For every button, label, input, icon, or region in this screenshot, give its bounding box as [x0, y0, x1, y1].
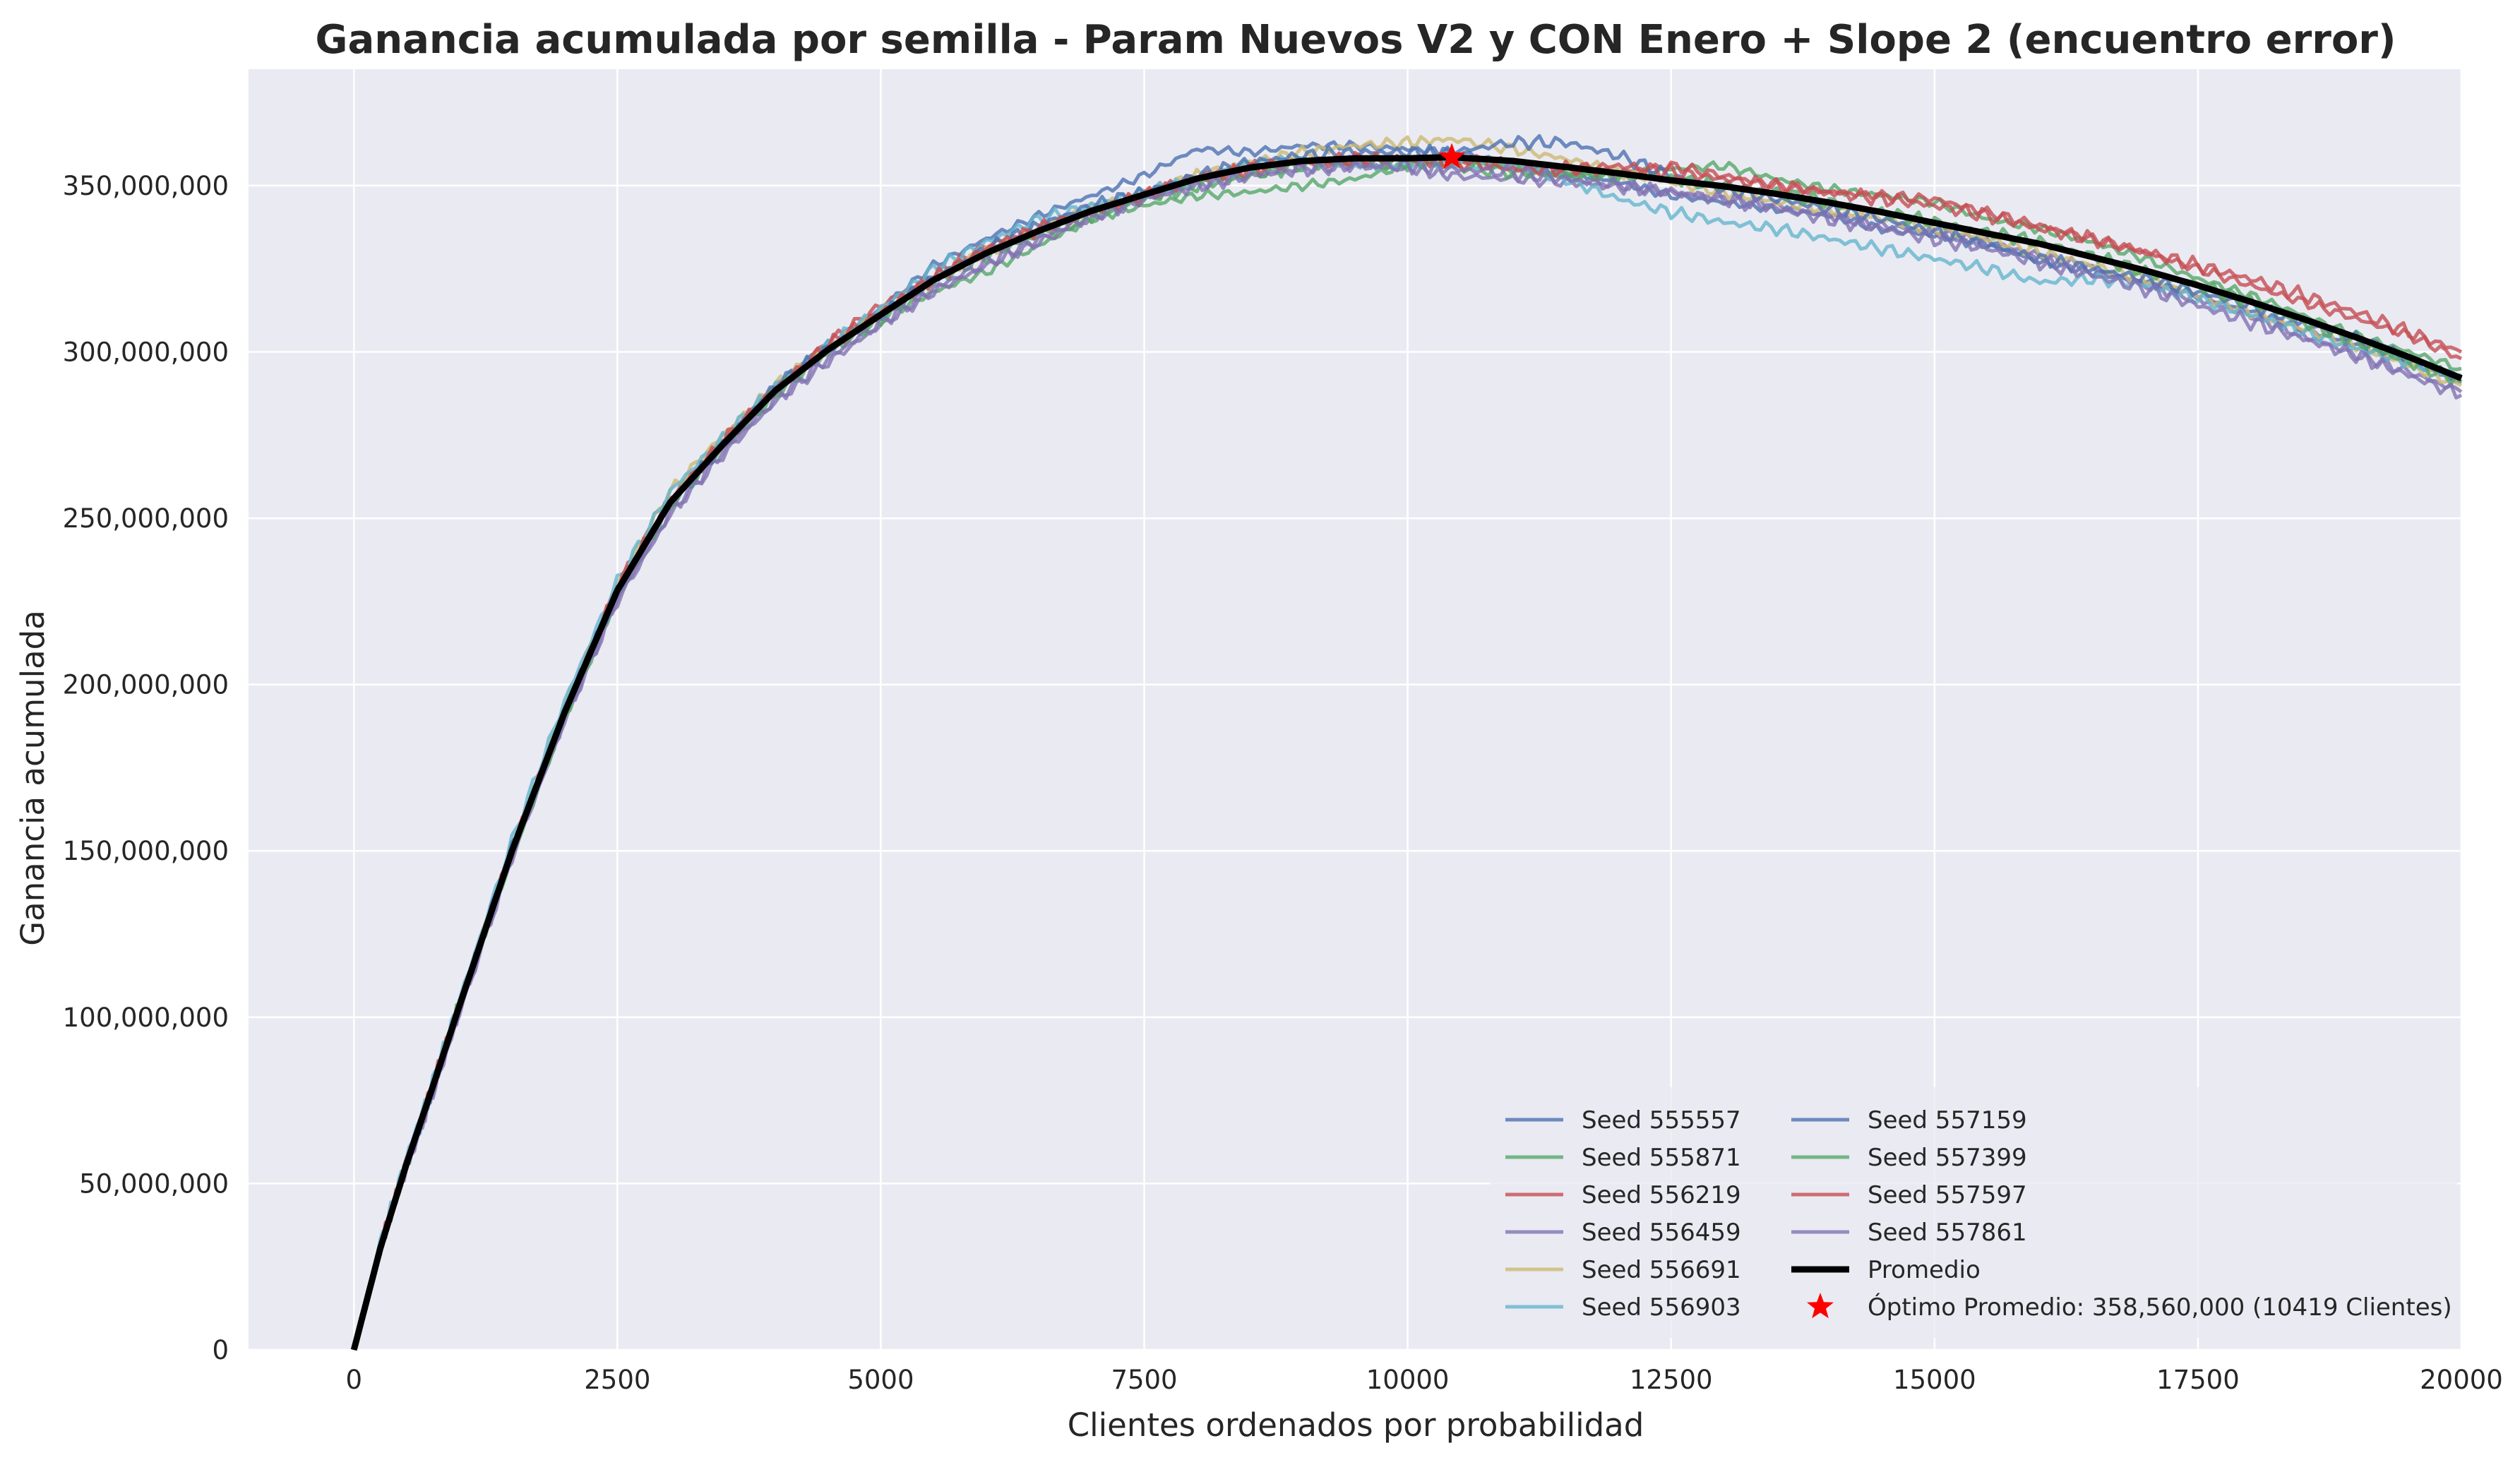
- legend-label: Seed 557159: [1868, 1106, 2027, 1135]
- y-tick-label: 350,000,000: [63, 171, 229, 201]
- legend-label: Seed 555871: [1582, 1144, 1741, 1172]
- legend-label: Seed 556219: [1582, 1181, 1741, 1209]
- series-lines: [350, 133, 2463, 1351]
- legend-label: Seed 557861: [1868, 1219, 2027, 1247]
- legend-label: Seed 556459: [1582, 1219, 1741, 1247]
- legend-label: Seed 557597: [1868, 1181, 2027, 1209]
- legend-label: Seed 556691: [1582, 1256, 1741, 1284]
- series-line-seed-556903: [352, 154, 2461, 1351]
- legend-optimum-marker: [1807, 1293, 1834, 1319]
- y-tick-label: 250,000,000: [63, 503, 229, 534]
- legend-label: Seed 556903: [1582, 1293, 1741, 1322]
- x-tick-labels: 0 2500 5000 7500 10000 12500 15000 17500 20000: [345, 1365, 2502, 1395]
- legend-label: Seed 557399: [1868, 1144, 2027, 1172]
- x-tick-label: 15000: [1893, 1365, 1976, 1395]
- optimum-marker-layer: [1438, 143, 1466, 169]
- y-tick-label: 100,000,000: [63, 1003, 229, 1033]
- optimum-star-marker: [1438, 143, 1466, 169]
- series-line-seed-557861: [352, 157, 2463, 1351]
- legend-box: [1490, 1087, 2457, 1338]
- y-axis-label: Ganancia acumulada: [14, 610, 52, 946]
- legend-label-optimum: Óptimo Promedio: 358,560,000 (10419 Clie…: [1868, 1293, 2452, 1322]
- legend-label: Seed 555557: [1582, 1106, 1741, 1135]
- x-tick-label: 7500: [1111, 1365, 1177, 1395]
- x-tick-label: 0: [345, 1365, 362, 1395]
- chart-title: Ganancia acumulada por semilla - Param N…: [315, 17, 2396, 63]
- x-tick-label: 2500: [584, 1365, 650, 1395]
- legend-label: Promedio: [1868, 1256, 1981, 1284]
- y-tick-labels: 0 50,000,000 100,000,000 150,000,000 200,000…: [63, 171, 229, 1365]
- y-tick-label: 50,000,000: [79, 1168, 229, 1199]
- x-axis-label: Clientes ordenados por probabilidad: [1068, 1406, 1644, 1444]
- x-tick-label: 10000: [1366, 1365, 1450, 1395]
- y-tick-label: 0: [212, 1335, 229, 1365]
- y-tick-label: 300,000,000: [63, 337, 229, 367]
- y-tick-label: 200,000,000: [63, 670, 229, 700]
- x-tick-label: 20000: [2420, 1365, 2503, 1395]
- x-tick-label: 5000: [847, 1365, 914, 1395]
- legend-items: Seed 555557 Seed 555871 Seed 556219 Seed 55…: [1505, 1106, 2452, 1322]
- x-tick-label: 12500: [1630, 1365, 1713, 1395]
- x-tick-label: 17500: [2156, 1365, 2240, 1395]
- y-tick-label: 150,000,000: [63, 836, 229, 866]
- series-line-promedio: [350, 154, 2463, 1351]
- legend: Seed 555557 Seed 555871 Seed 556219 Seed 55…: [1490, 1087, 2457, 1338]
